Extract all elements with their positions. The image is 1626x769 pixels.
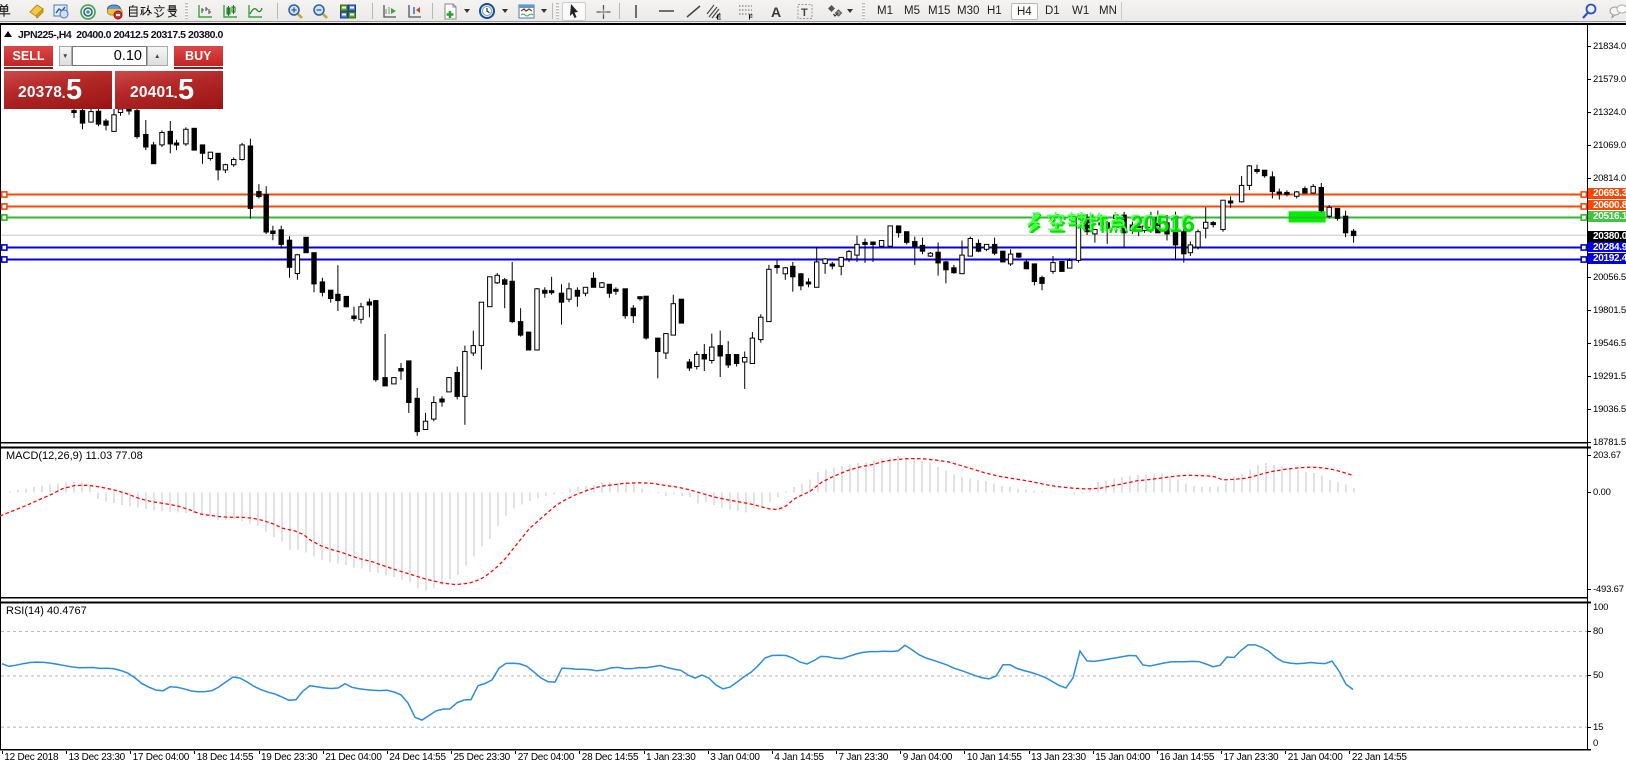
svg-text:E: E bbox=[717, 15, 722, 21]
svg-text:T: T bbox=[801, 7, 808, 19]
svg-text:F: F bbox=[749, 15, 754, 21]
